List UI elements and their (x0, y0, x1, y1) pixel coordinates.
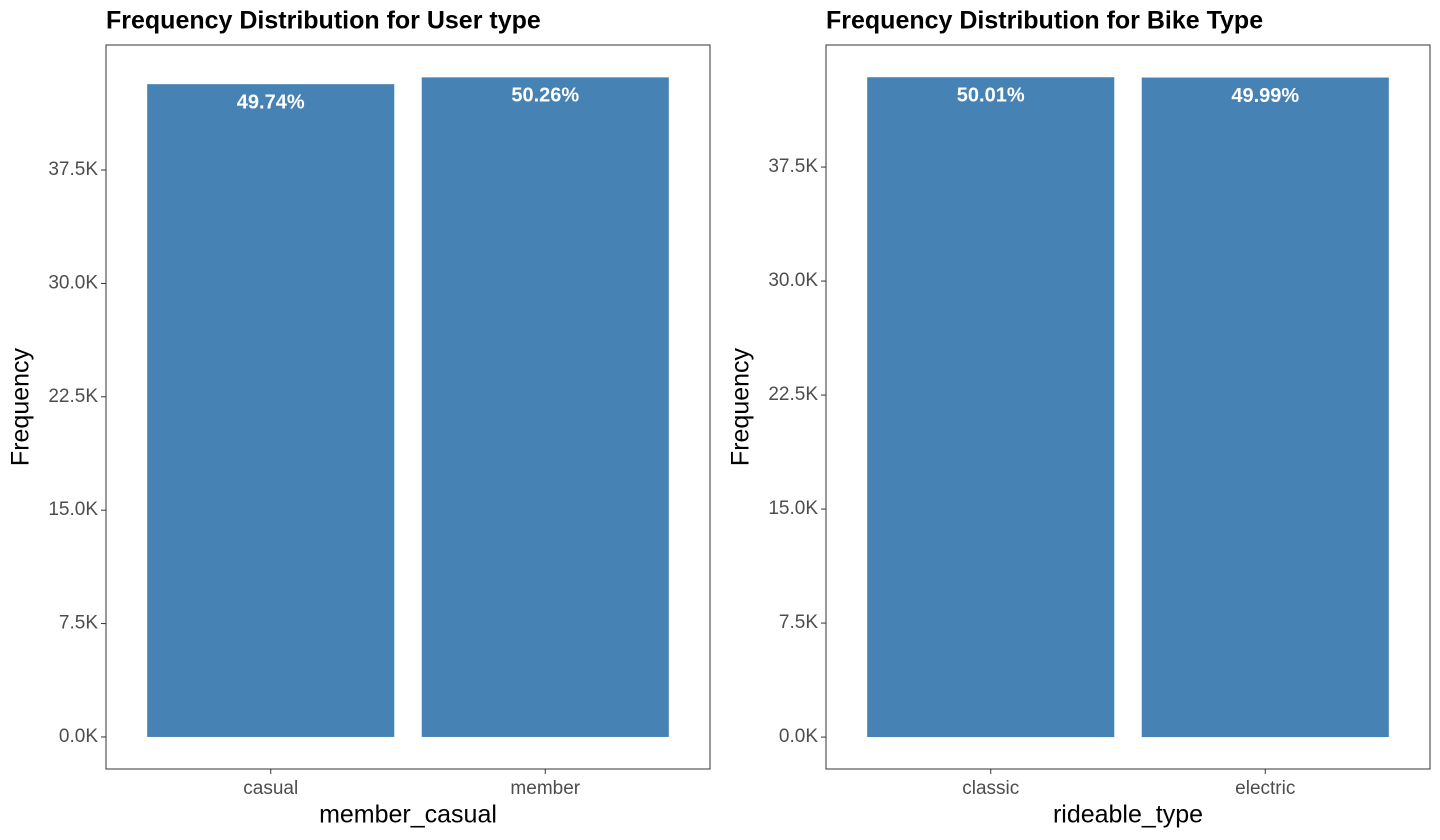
data-label: 50.26% (511, 85, 579, 107)
y-tick-label: 37.5K (48, 159, 98, 180)
y-tick-label: 22.5K (768, 384, 818, 405)
bar (1141, 77, 1389, 738)
x-tick-label: member (510, 778, 580, 799)
y-tick-label: 22.5K (48, 386, 98, 407)
x-tick-label: electric (1235, 778, 1295, 799)
y-tick-label: 15.0K (48, 499, 98, 520)
y-tick-label: 0.0K (59, 726, 98, 747)
data-label: 49.99% (1231, 85, 1299, 107)
panel-border (105, 44, 711, 770)
chart-title: Frequency Distribution for User type (106, 7, 541, 35)
bar (147, 84, 395, 737)
bar (867, 77, 1115, 738)
x-tick-label: classic (962, 778, 1019, 799)
y-tick-label: 0.0K (779, 726, 818, 747)
chart-title: Frequency Distribution for Bike Type (826, 7, 1263, 35)
y-axis-title: Frequency (727, 347, 755, 466)
x-tick-label: casual (243, 778, 298, 799)
data-label: 50.01% (957, 85, 1025, 107)
y-axis-title: Frequency (7, 347, 35, 466)
y-tick-label: 7.5K (59, 613, 98, 634)
panel-border (825, 44, 1431, 770)
y-tick-label: 7.5K (779, 612, 818, 633)
y-tick-label: 37.5K (768, 156, 818, 177)
bar (421, 77, 669, 737)
y-tick-label: 30.0K (48, 272, 98, 293)
x-axis-title: rideable_type (1053, 801, 1203, 829)
x-axis-title: member_casual (319, 801, 497, 829)
y-tick-label: 30.0K (768, 270, 818, 291)
y-tick-label: 15.0K (768, 498, 818, 519)
data-label: 49.74% (237, 91, 305, 113)
